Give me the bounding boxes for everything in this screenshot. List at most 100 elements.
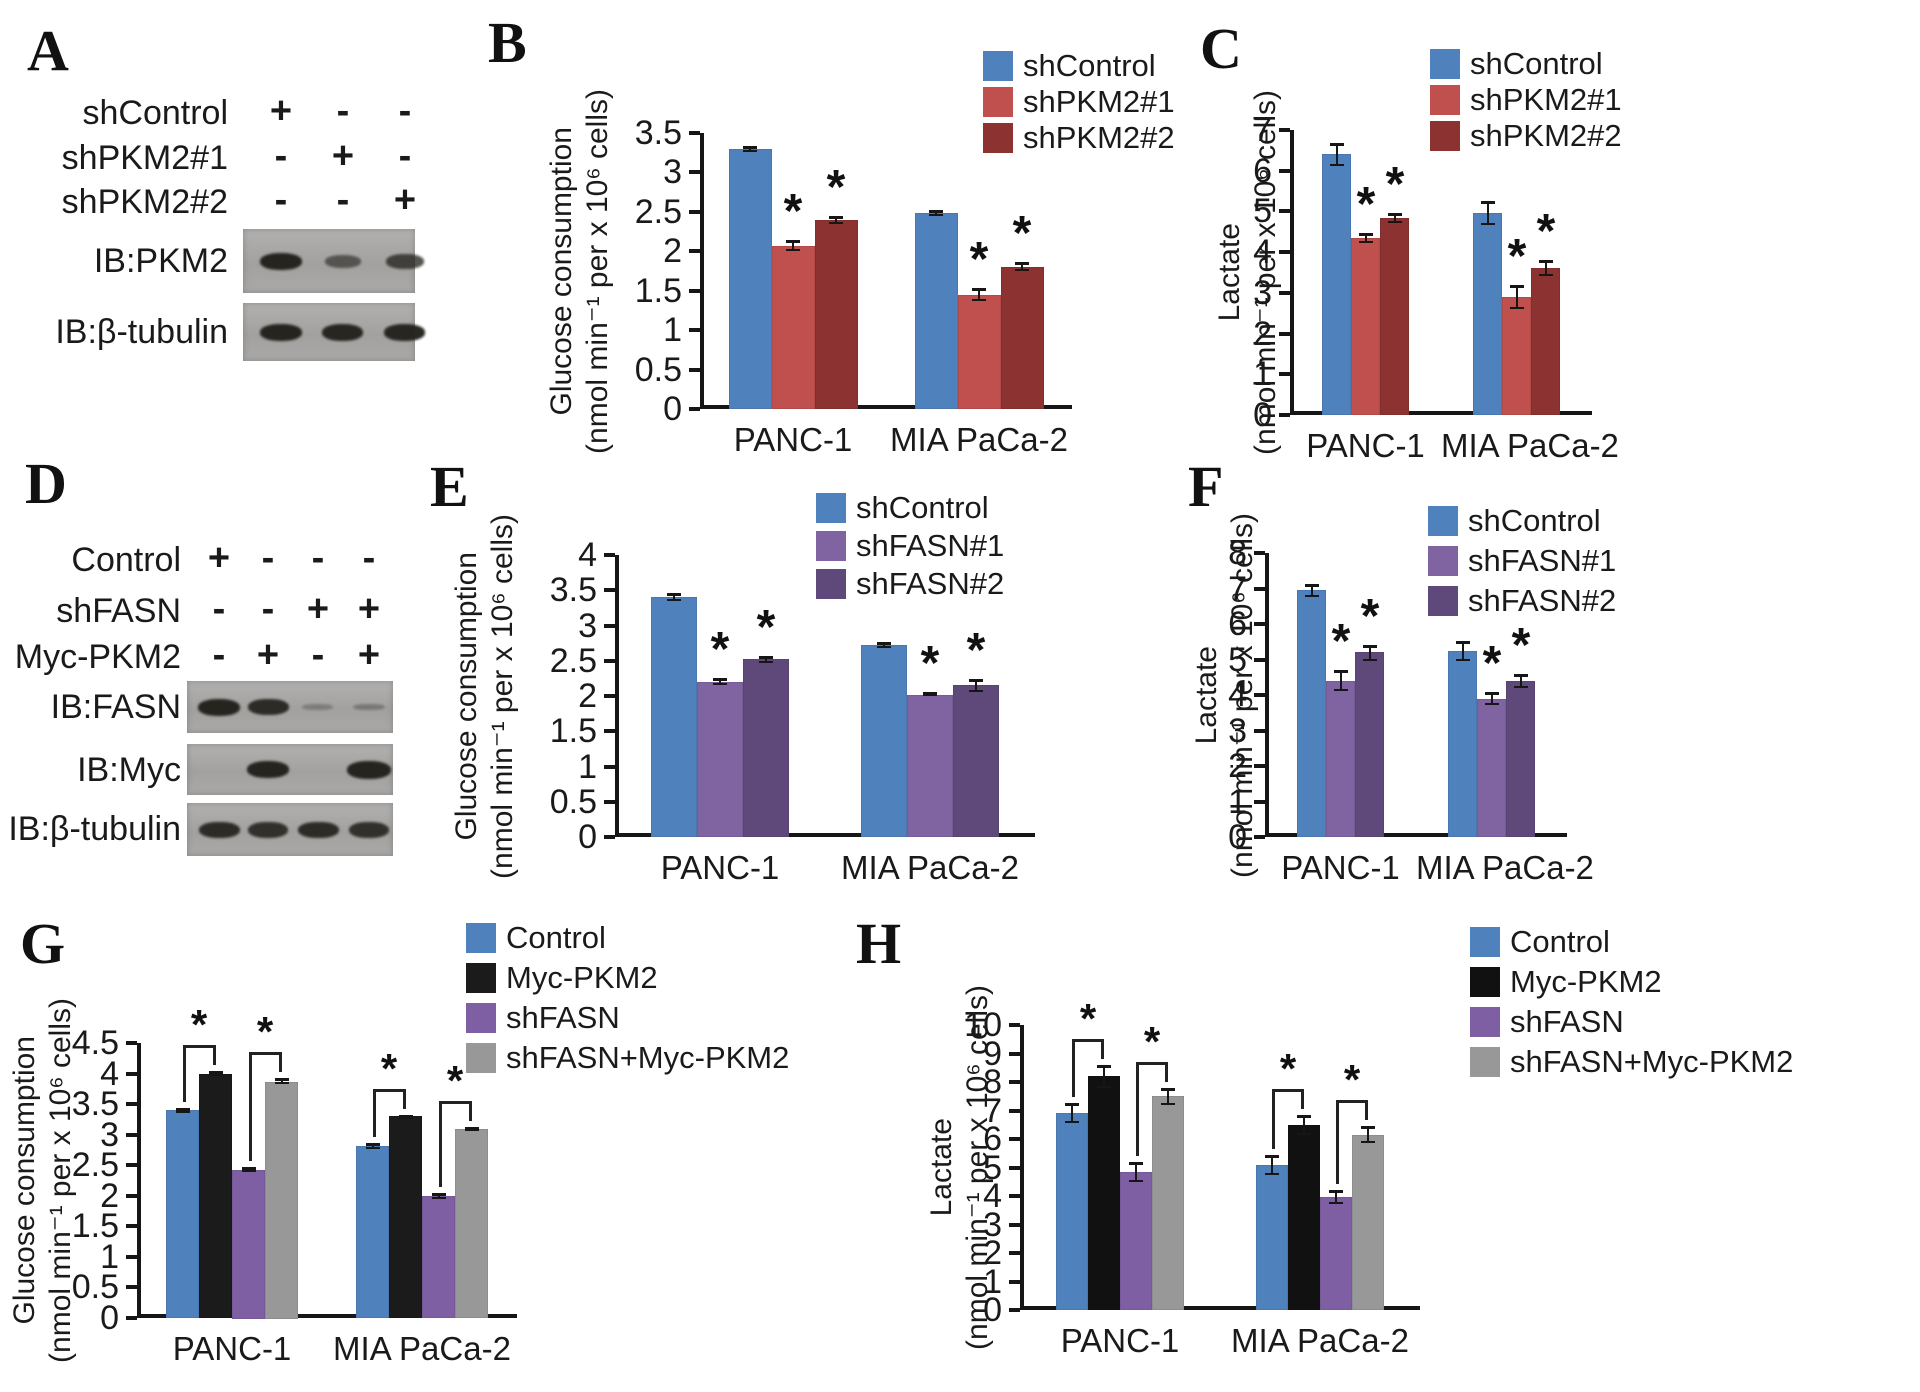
bar (743, 659, 789, 837)
x-axis-label: MIA PaCa-2 (1416, 849, 1594, 886)
significance-bracket-leg (279, 1052, 282, 1072)
panel-letter: D (25, 451, 67, 516)
bar (1351, 238, 1380, 415)
legend-item: shControl (983, 50, 1156, 82)
significance-star: * (1511, 619, 1531, 672)
y-tick-label: 0 (1253, 396, 1272, 434)
condition-label: shPKM2#1 (61, 139, 228, 177)
error-bar (759, 656, 773, 663)
legend-item: shControl (1430, 48, 1603, 80)
bar (815, 220, 858, 409)
legend-item: Control (466, 922, 606, 954)
blot-band (349, 822, 389, 838)
bar (772, 246, 815, 409)
bar (1506, 681, 1535, 837)
y-tick-label: 0 (663, 390, 682, 428)
y-tick-mark (604, 800, 615, 804)
legend-label: shPKM2#2 (1470, 118, 1622, 153)
significance-star: * (826, 161, 846, 214)
legend-label: Myc-PKM2 (506, 960, 658, 995)
bar (1120, 1172, 1152, 1310)
legend-item: Control (1470, 926, 1610, 958)
error-bar-part (1514, 685, 1528, 688)
y-tick-label: 0 (578, 818, 597, 856)
significance-star: * (969, 233, 989, 286)
bar (1352, 1135, 1384, 1310)
error-bar-part (786, 248, 800, 251)
significance-star: * (1012, 207, 1032, 260)
legend-swatch (816, 531, 846, 561)
blot-band (198, 699, 240, 716)
y-tick-label: 5 (983, 1149, 1002, 1187)
error-bar-part (882, 642, 886, 648)
error-bar (829, 216, 843, 224)
legend-swatch (983, 123, 1013, 153)
y-tick-label: 4 (1253, 233, 1272, 271)
panel-letter: H (856, 911, 902, 976)
error-bar (743, 146, 757, 152)
y-tick-mark (1279, 291, 1290, 295)
error-bar-part (672, 593, 676, 601)
legend-item: Myc-PKM2 (1470, 966, 1662, 998)
legend-swatch (1470, 967, 1500, 997)
y-tick-mark (604, 588, 615, 592)
legend-swatch (1430, 85, 1460, 115)
blot-band (353, 704, 385, 710)
legend-swatch (983, 87, 1013, 117)
y-tick-mark (1009, 1109, 1020, 1113)
panel-letter: G (20, 911, 66, 976)
significance-star: * (380, 1045, 398, 1092)
error-bar-part (1102, 1065, 1106, 1088)
y-tick-mark (1279, 169, 1290, 173)
legend-swatch (816, 569, 846, 599)
y-tick-label: 6 (1253, 152, 1272, 190)
error-bar-part (275, 1081, 289, 1084)
legend-label: shFASN+Myc-PKM2 (1510, 1044, 1794, 1079)
y-tick-label: 1 (663, 311, 682, 349)
condition-symbol: + (357, 588, 381, 630)
y-tick-mark (1279, 372, 1290, 376)
error-bar-part (1305, 594, 1319, 597)
error-bar-part (1368, 645, 1372, 661)
error-bar-part (1544, 260, 1548, 276)
bar (166, 1110, 199, 1318)
error-bar (929, 210, 943, 216)
error-bar-part (437, 1193, 441, 1199)
y-tick-mark (1009, 1280, 1020, 1284)
error-bar (1359, 233, 1373, 243)
bar (455, 1129, 488, 1318)
error-bar-part (1334, 688, 1348, 691)
bar (697, 682, 743, 837)
legend-item: shPKM2#2 (983, 122, 1175, 154)
significance-bracket-leg (183, 1045, 186, 1102)
y-tick-mark (126, 1163, 137, 1167)
panel-letter: C (1200, 16, 1242, 81)
y-tick-mark (1254, 729, 1265, 733)
significance-bracket-leg (439, 1101, 442, 1187)
error-bar-part (977, 288, 981, 301)
error-bar-part (1334, 1190, 1338, 1204)
blot-band (384, 324, 425, 341)
y-tick-label: 1.5 (634, 272, 682, 310)
error-bar (1539, 260, 1553, 276)
y-tick-label: 5 (1253, 192, 1272, 230)
legend-item: shControl (816, 492, 989, 524)
legend-label: shControl (856, 490, 989, 525)
legend-label: Control (1510, 924, 1610, 959)
y-tick-label: 0.5 (634, 351, 682, 389)
error-bar-part (759, 660, 773, 663)
y-tick-label: 10 (964, 1006, 1002, 1044)
bar (1056, 1113, 1088, 1310)
error-bar-part (1161, 1102, 1175, 1105)
plot-area (1020, 1025, 1420, 1310)
significance-star: * (920, 637, 940, 690)
error-bar (877, 642, 891, 648)
condition-symbol: - (362, 537, 376, 579)
bar (422, 1196, 455, 1318)
error-bar-part (465, 1128, 479, 1131)
y-tick-mark (1009, 1080, 1020, 1084)
error-bar (1097, 1065, 1111, 1088)
bar (907, 695, 953, 837)
significance-bracket-leg (213, 1045, 216, 1065)
